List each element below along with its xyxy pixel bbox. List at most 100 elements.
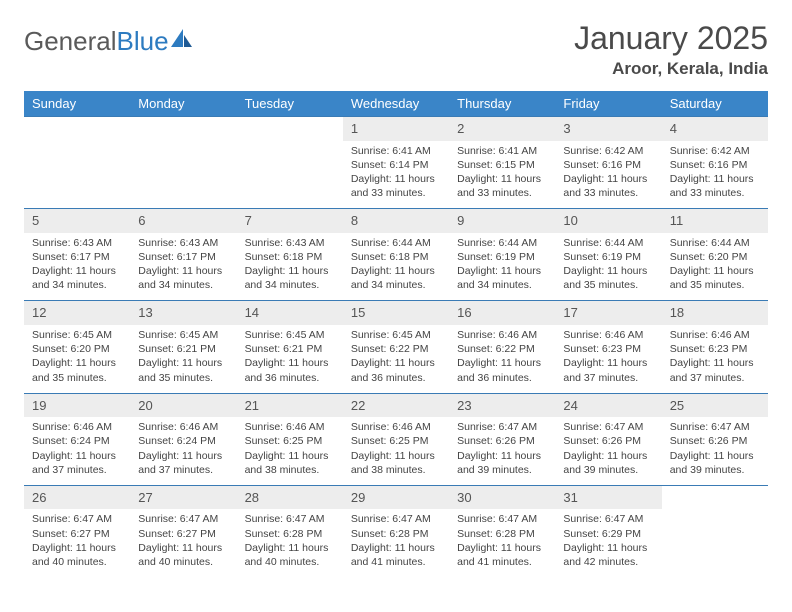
sunset-text: Sunset: 6:22 PM	[351, 342, 441, 356]
sunset-text: Sunset: 6:21 PM	[245, 342, 335, 356]
day-info: Sunrise: 6:44 AMSunset: 6:19 PMDaylight:…	[449, 233, 555, 301]
day-info-row: Sunrise: 6:46 AMSunset: 6:24 PMDaylight:…	[24, 417, 768, 485]
sail-icon	[171, 29, 193, 54]
sunset-text: Sunset: 6:20 PM	[32, 342, 122, 356]
day-number: 31	[555, 485, 661, 509]
daylight-text: Daylight: 11 hours and 33 minutes.	[457, 172, 547, 200]
day-info: Sunrise: 6:46 AMSunset: 6:23 PMDaylight:…	[555, 325, 661, 393]
day-info: Sunrise: 6:44 AMSunset: 6:19 PMDaylight:…	[555, 233, 661, 301]
weekday-header: Sunday	[24, 91, 130, 117]
sunrise-text: Sunrise: 6:46 AM	[138, 420, 228, 434]
sunrise-text: Sunrise: 6:46 AM	[563, 328, 653, 342]
sunset-text: Sunset: 6:26 PM	[457, 434, 547, 448]
day-info: Sunrise: 6:42 AMSunset: 6:16 PMDaylight:…	[555, 141, 661, 209]
day-number: 29	[343, 485, 449, 509]
sunrise-text: Sunrise: 6:43 AM	[32, 236, 122, 250]
weekday-header: Wednesday	[343, 91, 449, 117]
sunrise-text: Sunrise: 6:41 AM	[457, 144, 547, 158]
daylight-text: Daylight: 11 hours and 34 minutes.	[32, 264, 122, 292]
day-number: 19	[24, 393, 130, 417]
daylight-text: Daylight: 11 hours and 35 minutes.	[138, 356, 228, 384]
sunrise-text: Sunrise: 6:47 AM	[670, 420, 760, 434]
logo-part2: Blue	[117, 26, 169, 56]
day-info-row: Sunrise: 6:47 AMSunset: 6:27 PMDaylight:…	[24, 509, 768, 577]
sunrise-text: Sunrise: 6:45 AM	[32, 328, 122, 342]
day-info: Sunrise: 6:47 AMSunset: 6:28 PMDaylight:…	[343, 509, 449, 577]
empty-cell	[24, 117, 130, 141]
location: Aroor, Kerala, India	[574, 59, 768, 79]
sunset-text: Sunset: 6:14 PM	[351, 158, 441, 172]
day-number: 30	[449, 485, 555, 509]
sunrise-text: Sunrise: 6:47 AM	[245, 512, 335, 526]
sunset-text: Sunset: 6:21 PM	[138, 342, 228, 356]
daylight-text: Daylight: 11 hours and 35 minutes.	[563, 264, 653, 292]
sunrise-text: Sunrise: 6:43 AM	[138, 236, 228, 250]
daylight-text: Daylight: 11 hours and 34 minutes.	[457, 264, 547, 292]
title-block: January 2025 Aroor, Kerala, India	[574, 20, 768, 79]
day-number: 13	[130, 301, 236, 325]
day-number: 15	[343, 301, 449, 325]
sunset-text: Sunset: 6:24 PM	[138, 434, 228, 448]
sunrise-text: Sunrise: 6:47 AM	[563, 512, 653, 526]
sunset-text: Sunset: 6:26 PM	[670, 434, 760, 448]
sunrise-text: Sunrise: 6:43 AM	[245, 236, 335, 250]
day-number: 21	[237, 393, 343, 417]
sunset-text: Sunset: 6:25 PM	[351, 434, 441, 448]
sunset-text: Sunset: 6:18 PM	[245, 250, 335, 264]
weekday-header: Tuesday	[237, 91, 343, 117]
day-info: Sunrise: 6:45 AMSunset: 6:22 PMDaylight:…	[343, 325, 449, 393]
day-number: 6	[130, 209, 236, 233]
sunrise-text: Sunrise: 6:47 AM	[563, 420, 653, 434]
daylight-text: Daylight: 11 hours and 34 minutes.	[138, 264, 228, 292]
day-info: Sunrise: 6:46 AMSunset: 6:22 PMDaylight:…	[449, 325, 555, 393]
sunset-text: Sunset: 6:24 PM	[32, 434, 122, 448]
sunset-text: Sunset: 6:18 PM	[351, 250, 441, 264]
day-info: Sunrise: 6:45 AMSunset: 6:20 PMDaylight:…	[24, 325, 130, 393]
weekday-header: Saturday	[662, 91, 768, 117]
sunset-text: Sunset: 6:27 PM	[32, 527, 122, 541]
day-number: 25	[662, 393, 768, 417]
day-number: 18	[662, 301, 768, 325]
daylight-text: Daylight: 11 hours and 35 minutes.	[670, 264, 760, 292]
daylight-text: Daylight: 11 hours and 33 minutes.	[351, 172, 441, 200]
daylight-text: Daylight: 11 hours and 37 minutes.	[32, 449, 122, 477]
day-info: Sunrise: 6:41 AMSunset: 6:14 PMDaylight:…	[343, 141, 449, 209]
sunset-text: Sunset: 6:23 PM	[670, 342, 760, 356]
day-number: 22	[343, 393, 449, 417]
daylight-text: Daylight: 11 hours and 38 minutes.	[245, 449, 335, 477]
sunrise-text: Sunrise: 6:47 AM	[32, 512, 122, 526]
day-number: 23	[449, 393, 555, 417]
sunset-text: Sunset: 6:20 PM	[670, 250, 760, 264]
sunset-text: Sunset: 6:19 PM	[457, 250, 547, 264]
header: GeneralBlue January 2025 Aroor, Kerala, …	[24, 20, 768, 79]
sunrise-text: Sunrise: 6:47 AM	[138, 512, 228, 526]
empty-cell	[662, 509, 768, 577]
day-number: 17	[555, 301, 661, 325]
empty-cell	[662, 485, 768, 509]
day-info: Sunrise: 6:47 AMSunset: 6:26 PMDaylight:…	[449, 417, 555, 485]
day-number: 4	[662, 117, 768, 141]
daylight-text: Daylight: 11 hours and 39 minutes.	[670, 449, 760, 477]
sunset-text: Sunset: 6:16 PM	[670, 158, 760, 172]
sunrise-text: Sunrise: 6:46 AM	[32, 420, 122, 434]
sunset-text: Sunset: 6:27 PM	[138, 527, 228, 541]
day-info: Sunrise: 6:44 AMSunset: 6:18 PMDaylight:…	[343, 233, 449, 301]
weekday-header: Monday	[130, 91, 236, 117]
daylight-text: Daylight: 11 hours and 39 minutes.	[457, 449, 547, 477]
day-info: Sunrise: 6:46 AMSunset: 6:25 PMDaylight:…	[343, 417, 449, 485]
daylight-text: Daylight: 11 hours and 40 minutes.	[138, 541, 228, 569]
day-number: 28	[237, 485, 343, 509]
day-info: Sunrise: 6:45 AMSunset: 6:21 PMDaylight:…	[237, 325, 343, 393]
empty-cell	[237, 117, 343, 141]
sunrise-text: Sunrise: 6:47 AM	[457, 512, 547, 526]
sunrise-text: Sunrise: 6:45 AM	[245, 328, 335, 342]
daylight-text: Daylight: 11 hours and 40 minutes.	[32, 541, 122, 569]
daylight-text: Daylight: 11 hours and 33 minutes.	[670, 172, 760, 200]
day-number: 20	[130, 393, 236, 417]
daylight-text: Daylight: 11 hours and 42 minutes.	[563, 541, 653, 569]
empty-cell	[237, 141, 343, 209]
weekday-header: Thursday	[449, 91, 555, 117]
day-info: Sunrise: 6:46 AMSunset: 6:24 PMDaylight:…	[130, 417, 236, 485]
daylight-text: Daylight: 11 hours and 41 minutes.	[351, 541, 441, 569]
day-number: 3	[555, 117, 661, 141]
